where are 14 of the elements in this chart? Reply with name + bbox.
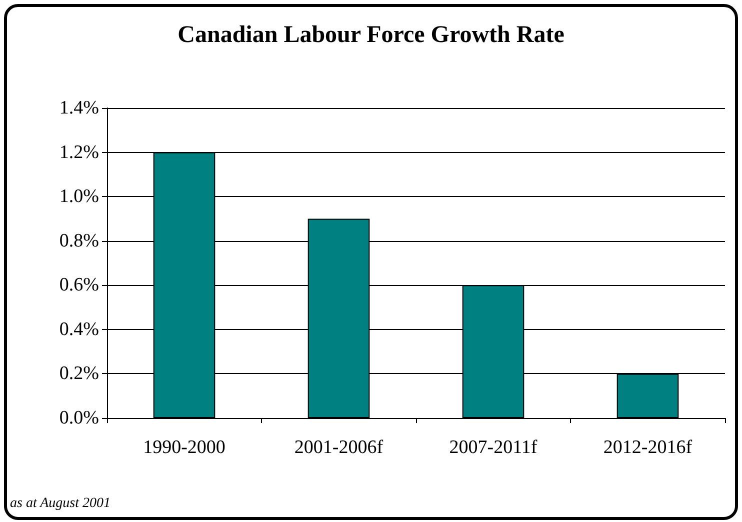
y-tick-label: 1.4% [59, 98, 100, 118]
y-tick-label: 1.0% [59, 186, 100, 208]
chart-title: Canadian Labour Force Growth Rate [178, 22, 565, 48]
y-tick-label: 0.8% [59, 230, 100, 252]
y-tick-label: 0.0% [59, 408, 100, 428]
x-tick-label: 1990-2000 [143, 437, 226, 458]
x-tick-label: 2001-2006f [294, 437, 384, 458]
x-tick-label: 2012-2016f [603, 437, 693, 458]
x-tick-label: 2007-2011f [449, 437, 538, 458]
y-tick-label: 0.6% [59, 274, 100, 296]
y-tick-label: 0.4% [59, 318, 100, 340]
y-tick-label: 0.2% [59, 363, 100, 384]
text: as at August 2001 [10, 496, 110, 512]
y-tick-label: 1.2% [59, 142, 100, 163]
